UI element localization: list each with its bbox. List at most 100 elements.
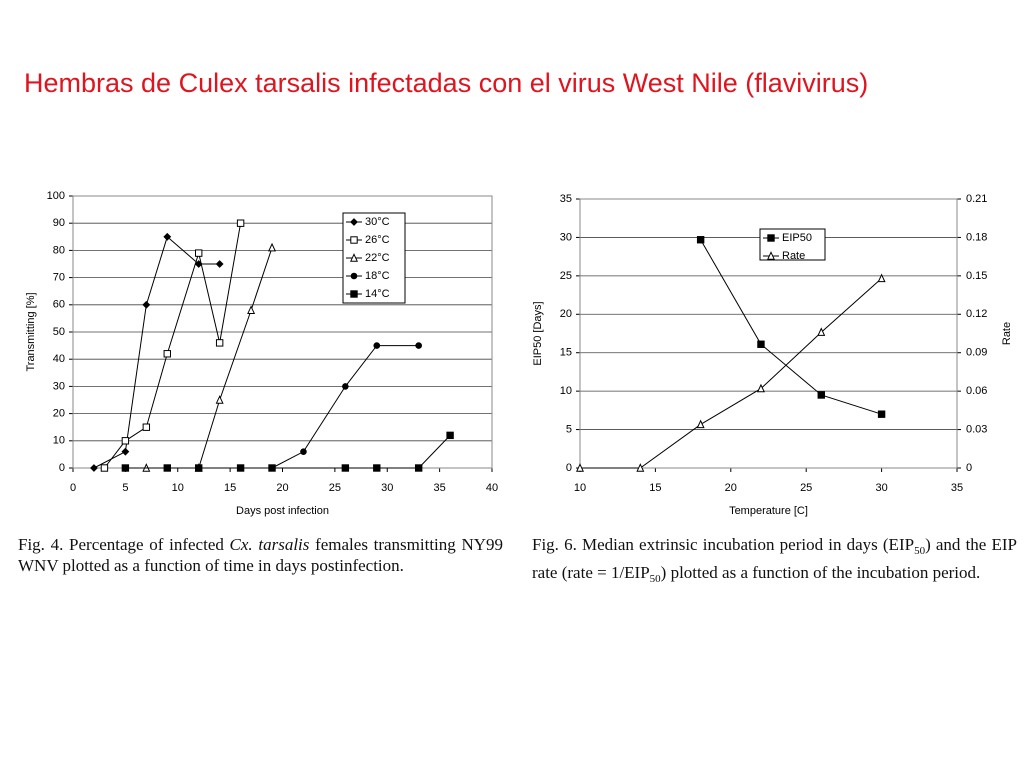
marker <box>121 464 130 472</box>
marker <box>576 463 584 472</box>
y-tick-label: 10 <box>560 385 572 397</box>
legend-label: 14°C <box>365 288 390 300</box>
x-tick-label: 30 <box>381 482 393 494</box>
marker <box>215 260 224 268</box>
x-axis-label: Temperature [C] <box>729 505 808 517</box>
series-line <box>93 235 220 469</box>
y-tick-label: 100 <box>47 190 65 202</box>
legend-label: Rate <box>782 250 805 262</box>
y-tick-label: 10 <box>53 435 65 447</box>
caption-text: Fig. 6. Median extrinsic incubation peri… <box>532 535 915 554</box>
caption: Fig. 4. Percentage of infected Cx. tarsa… <box>18 534 503 576</box>
marker <box>877 410 886 418</box>
marker <box>696 419 705 429</box>
marker <box>247 305 256 314</box>
y2-tick-label: 0.09 <box>966 347 987 359</box>
marker <box>373 342 381 349</box>
y2-tick-label: 0.18 <box>966 231 987 243</box>
x-tick-label: 10 <box>172 482 184 494</box>
marker <box>342 383 349 390</box>
marker <box>350 236 358 244</box>
caption-text: females transmitting NY99 WNV plotted as… <box>18 535 504 575</box>
y-tick-label: 20 <box>560 308 572 320</box>
y-tick-label: 30 <box>560 231 572 243</box>
plot-frame <box>579 198 958 469</box>
marker <box>121 437 130 445</box>
x-tick-label: 40 <box>486 482 498 494</box>
legend-label: 30°C <box>365 216 390 228</box>
marker <box>195 249 203 257</box>
marker <box>817 327 826 336</box>
y2-axis-label: Rate <box>1001 322 1013 345</box>
series-line <box>271 345 419 469</box>
y-tick-label: 5 <box>566 423 572 435</box>
marker <box>236 464 245 472</box>
marker <box>142 423 151 431</box>
y-tick-label: 25 <box>560 270 572 282</box>
y-tick-label: 40 <box>53 353 65 365</box>
marker <box>350 253 358 262</box>
y-axis-label: EIP50 [Days] <box>532 301 544 365</box>
marker <box>414 464 423 472</box>
slide-title: Hembras de Culex tarsalis infectadas con… <box>24 68 869 98</box>
marker <box>90 464 98 472</box>
series-line <box>580 278 882 469</box>
marker <box>341 464 350 472</box>
legend-label: EIP50 <box>782 232 812 244</box>
marker <box>696 236 705 244</box>
x-axis-label: Days post infection <box>236 505 329 517</box>
marker <box>100 464 109 472</box>
caption: Fig. 6. Median extrinsic incubation peri… <box>532 534 1017 590</box>
x-tick-label: 35 <box>434 482 446 494</box>
marker <box>636 463 645 472</box>
marker <box>350 290 358 298</box>
marker <box>756 383 765 393</box>
series-line <box>700 239 882 415</box>
marker <box>268 242 277 252</box>
marker <box>767 234 775 242</box>
y-tick-label: 80 <box>53 244 65 256</box>
y-tick-label: 30 <box>53 380 65 392</box>
y-tick-label: 50 <box>53 326 65 338</box>
x-tick-label: 20 <box>276 482 288 494</box>
marker <box>350 272 358 280</box>
series-line <box>125 435 451 469</box>
x-tick-label: 10 <box>574 482 586 494</box>
x-tick-label: 15 <box>224 482 236 494</box>
y-tick-label: 35 <box>560 193 572 205</box>
y-tick-label: 15 <box>560 347 572 359</box>
series-line <box>146 247 273 469</box>
x-tick-label: 25 <box>800 482 812 494</box>
y-tick-label: 90 <box>53 217 65 229</box>
marker <box>446 431 454 440</box>
legend-label: 22°C <box>365 252 390 264</box>
y2-tick-label: 0.03 <box>966 423 987 435</box>
caption-text: 50 <box>914 545 926 557</box>
x-tick-label: 0 <box>70 482 76 494</box>
x-tick-label: 5 <box>122 482 128 494</box>
y2-tick-label: 0 <box>966 462 972 474</box>
marker <box>163 350 171 358</box>
marker <box>300 448 307 455</box>
marker <box>236 219 245 227</box>
x-tick-label: 15 <box>649 482 661 494</box>
caption-text: Cx. tarsalis <box>229 535 310 554</box>
marker <box>415 342 422 349</box>
marker <box>350 218 358 226</box>
legend-label: 26°C <box>365 234 390 246</box>
marker <box>215 339 224 347</box>
y2-tick-label: 0.21 <box>966 193 987 205</box>
x-tick-label: 25 <box>329 482 341 494</box>
y2-tick-label: 0.12 <box>966 308 987 320</box>
legend-label: 18°C <box>365 270 390 282</box>
x-tick-label: 20 <box>725 482 737 494</box>
caption-text: 50 <box>649 573 661 585</box>
marker <box>163 464 171 472</box>
y-tick-label: 20 <box>53 408 65 420</box>
y-tick-label: 0 <box>566 462 572 474</box>
marker <box>817 391 825 399</box>
y2-tick-label: 0.06 <box>966 385 987 397</box>
marker <box>373 464 381 472</box>
